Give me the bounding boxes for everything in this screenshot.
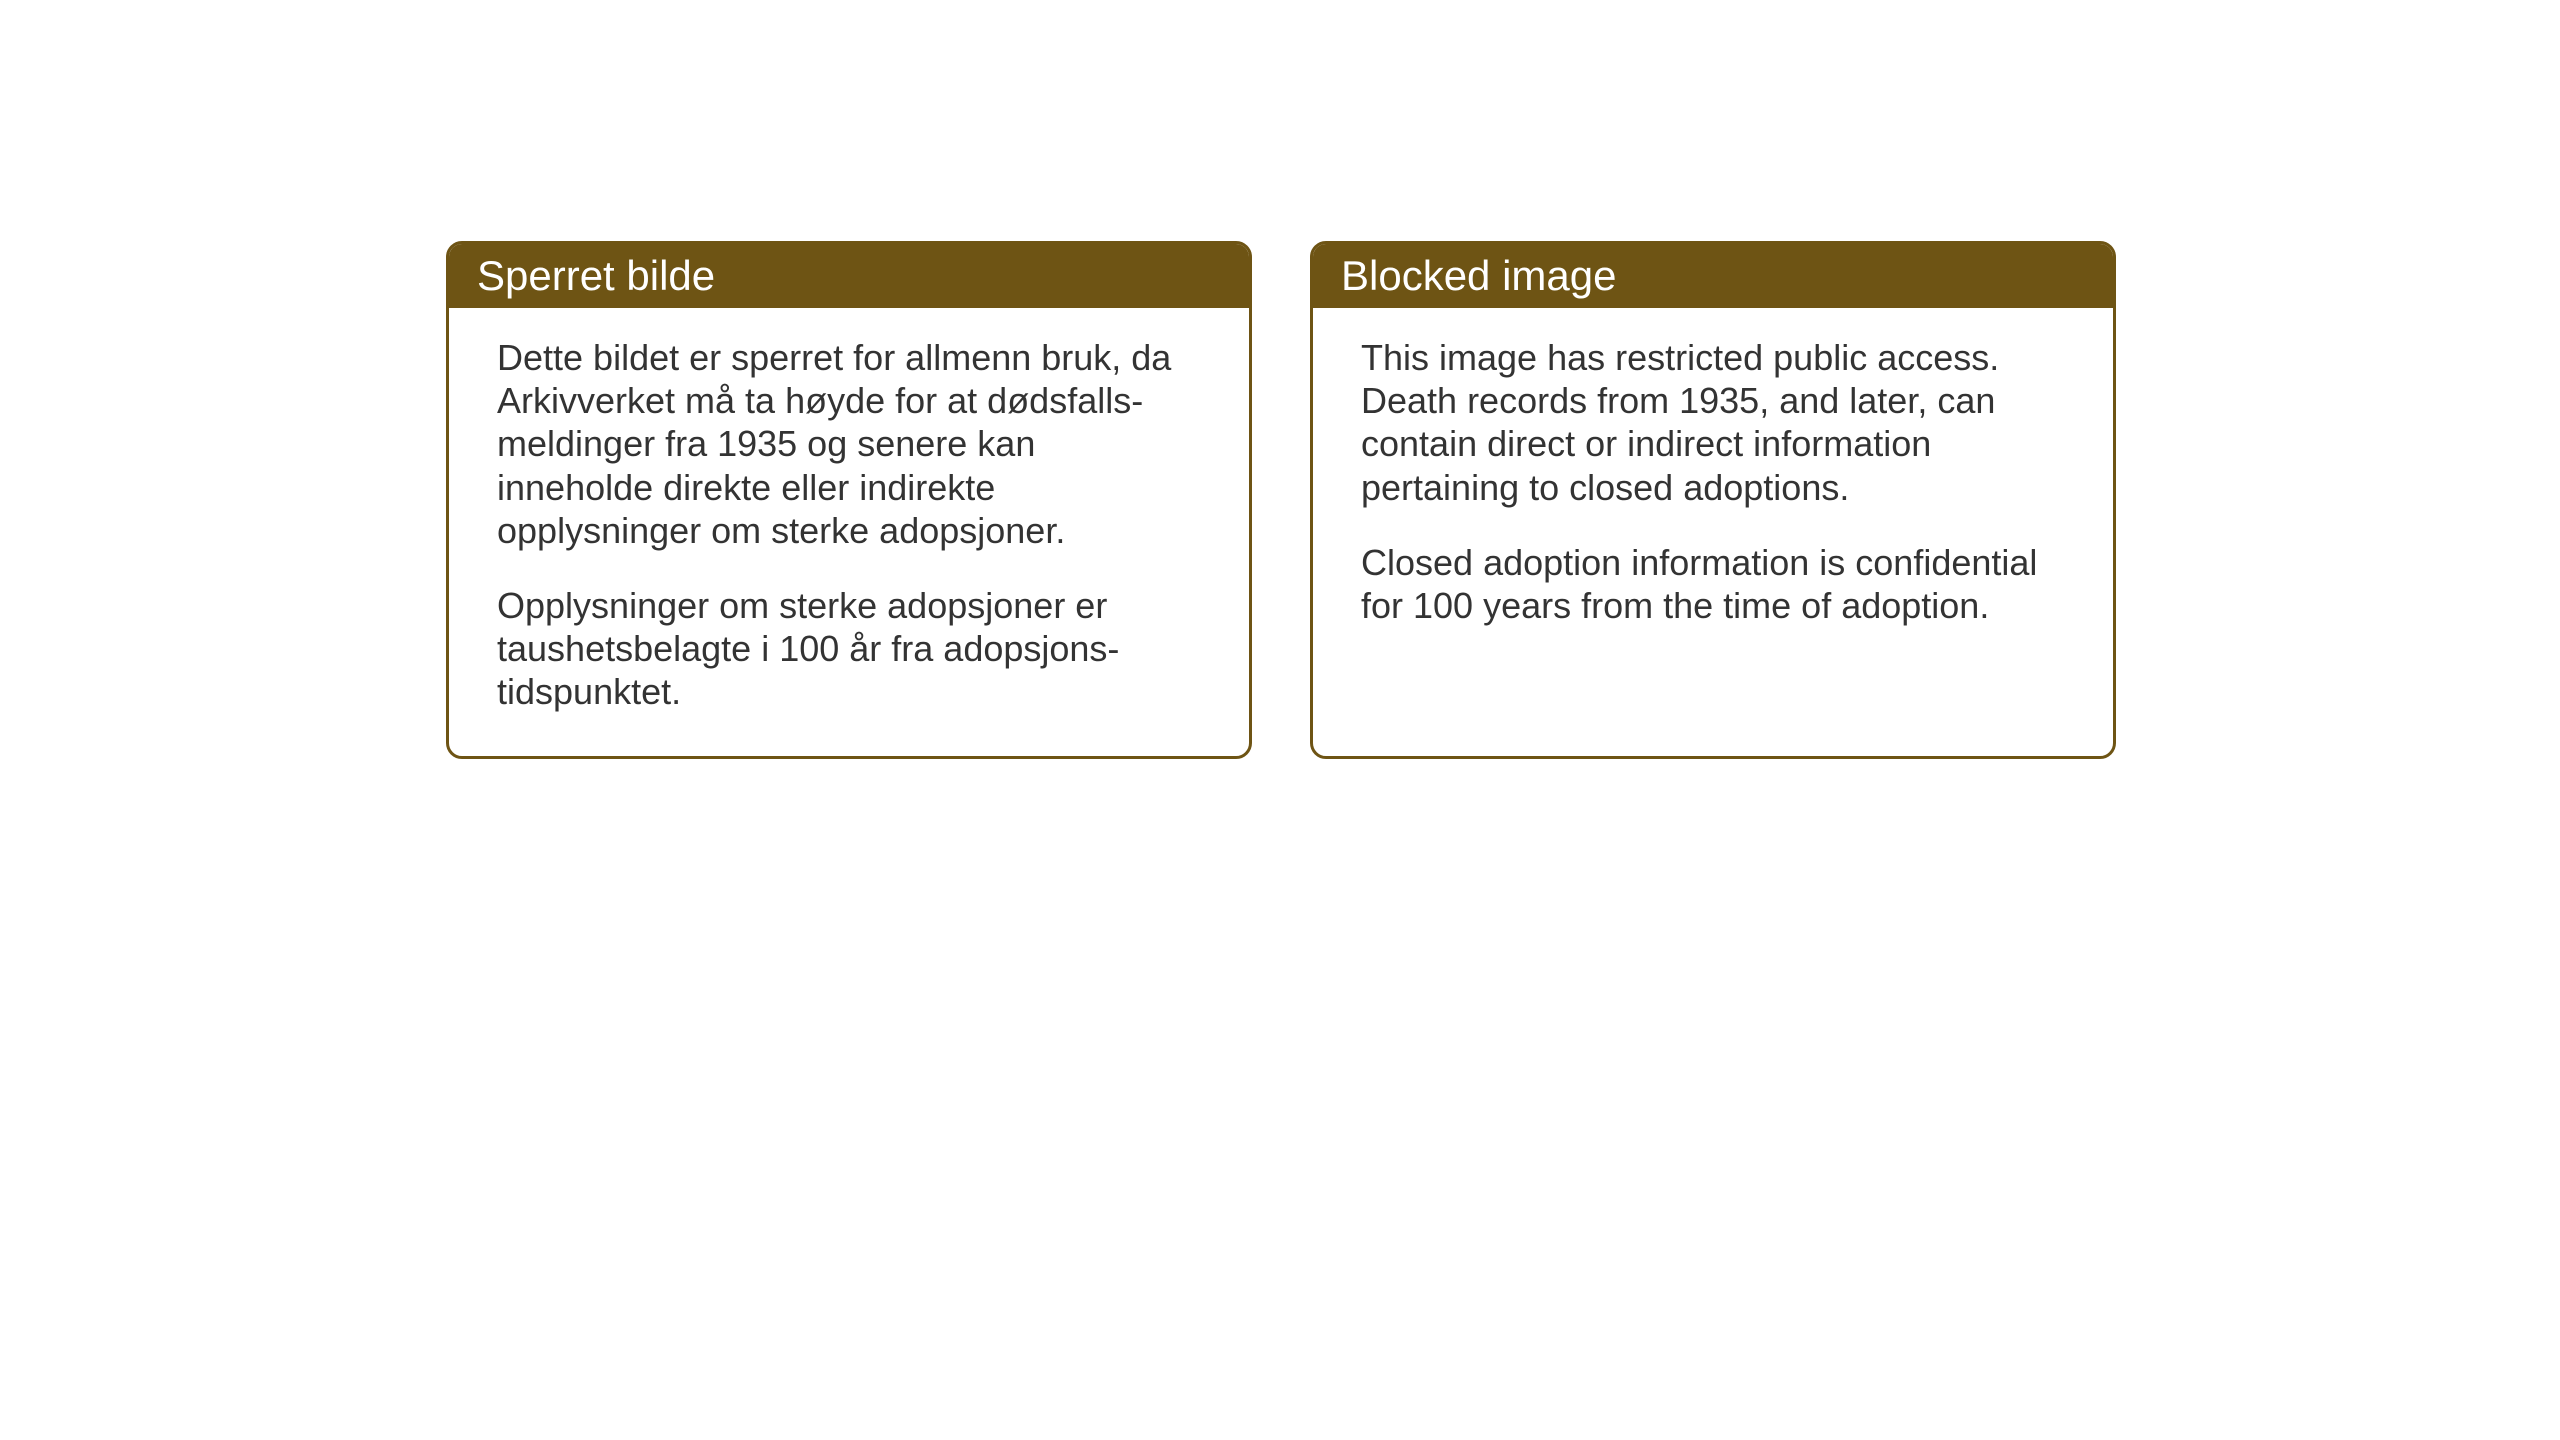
notice-container: Sperret bilde Dette bildet er sperret fo… bbox=[446, 241, 2116, 759]
card-body-norwegian: Dette bildet er sperret for allmenn bruk… bbox=[449, 308, 1249, 756]
notice-card-english: Blocked image This image has restricted … bbox=[1310, 241, 2116, 759]
notice-paragraph-2-english: Closed adoption information is confident… bbox=[1361, 541, 2065, 627]
notice-paragraph-2-norwegian: Opplysninger om sterke adopsjoner er tau… bbox=[497, 584, 1201, 714]
notice-paragraph-1-english: This image has restricted public access.… bbox=[1361, 336, 2065, 509]
notice-paragraph-1-norwegian: Dette bildet er sperret for allmenn bruk… bbox=[497, 336, 1201, 552]
card-header-norwegian: Sperret bilde bbox=[449, 244, 1249, 308]
card-body-english: This image has restricted public access.… bbox=[1313, 308, 2113, 669]
card-header-english: Blocked image bbox=[1313, 244, 2113, 308]
notice-card-norwegian: Sperret bilde Dette bildet er sperret fo… bbox=[446, 241, 1252, 759]
